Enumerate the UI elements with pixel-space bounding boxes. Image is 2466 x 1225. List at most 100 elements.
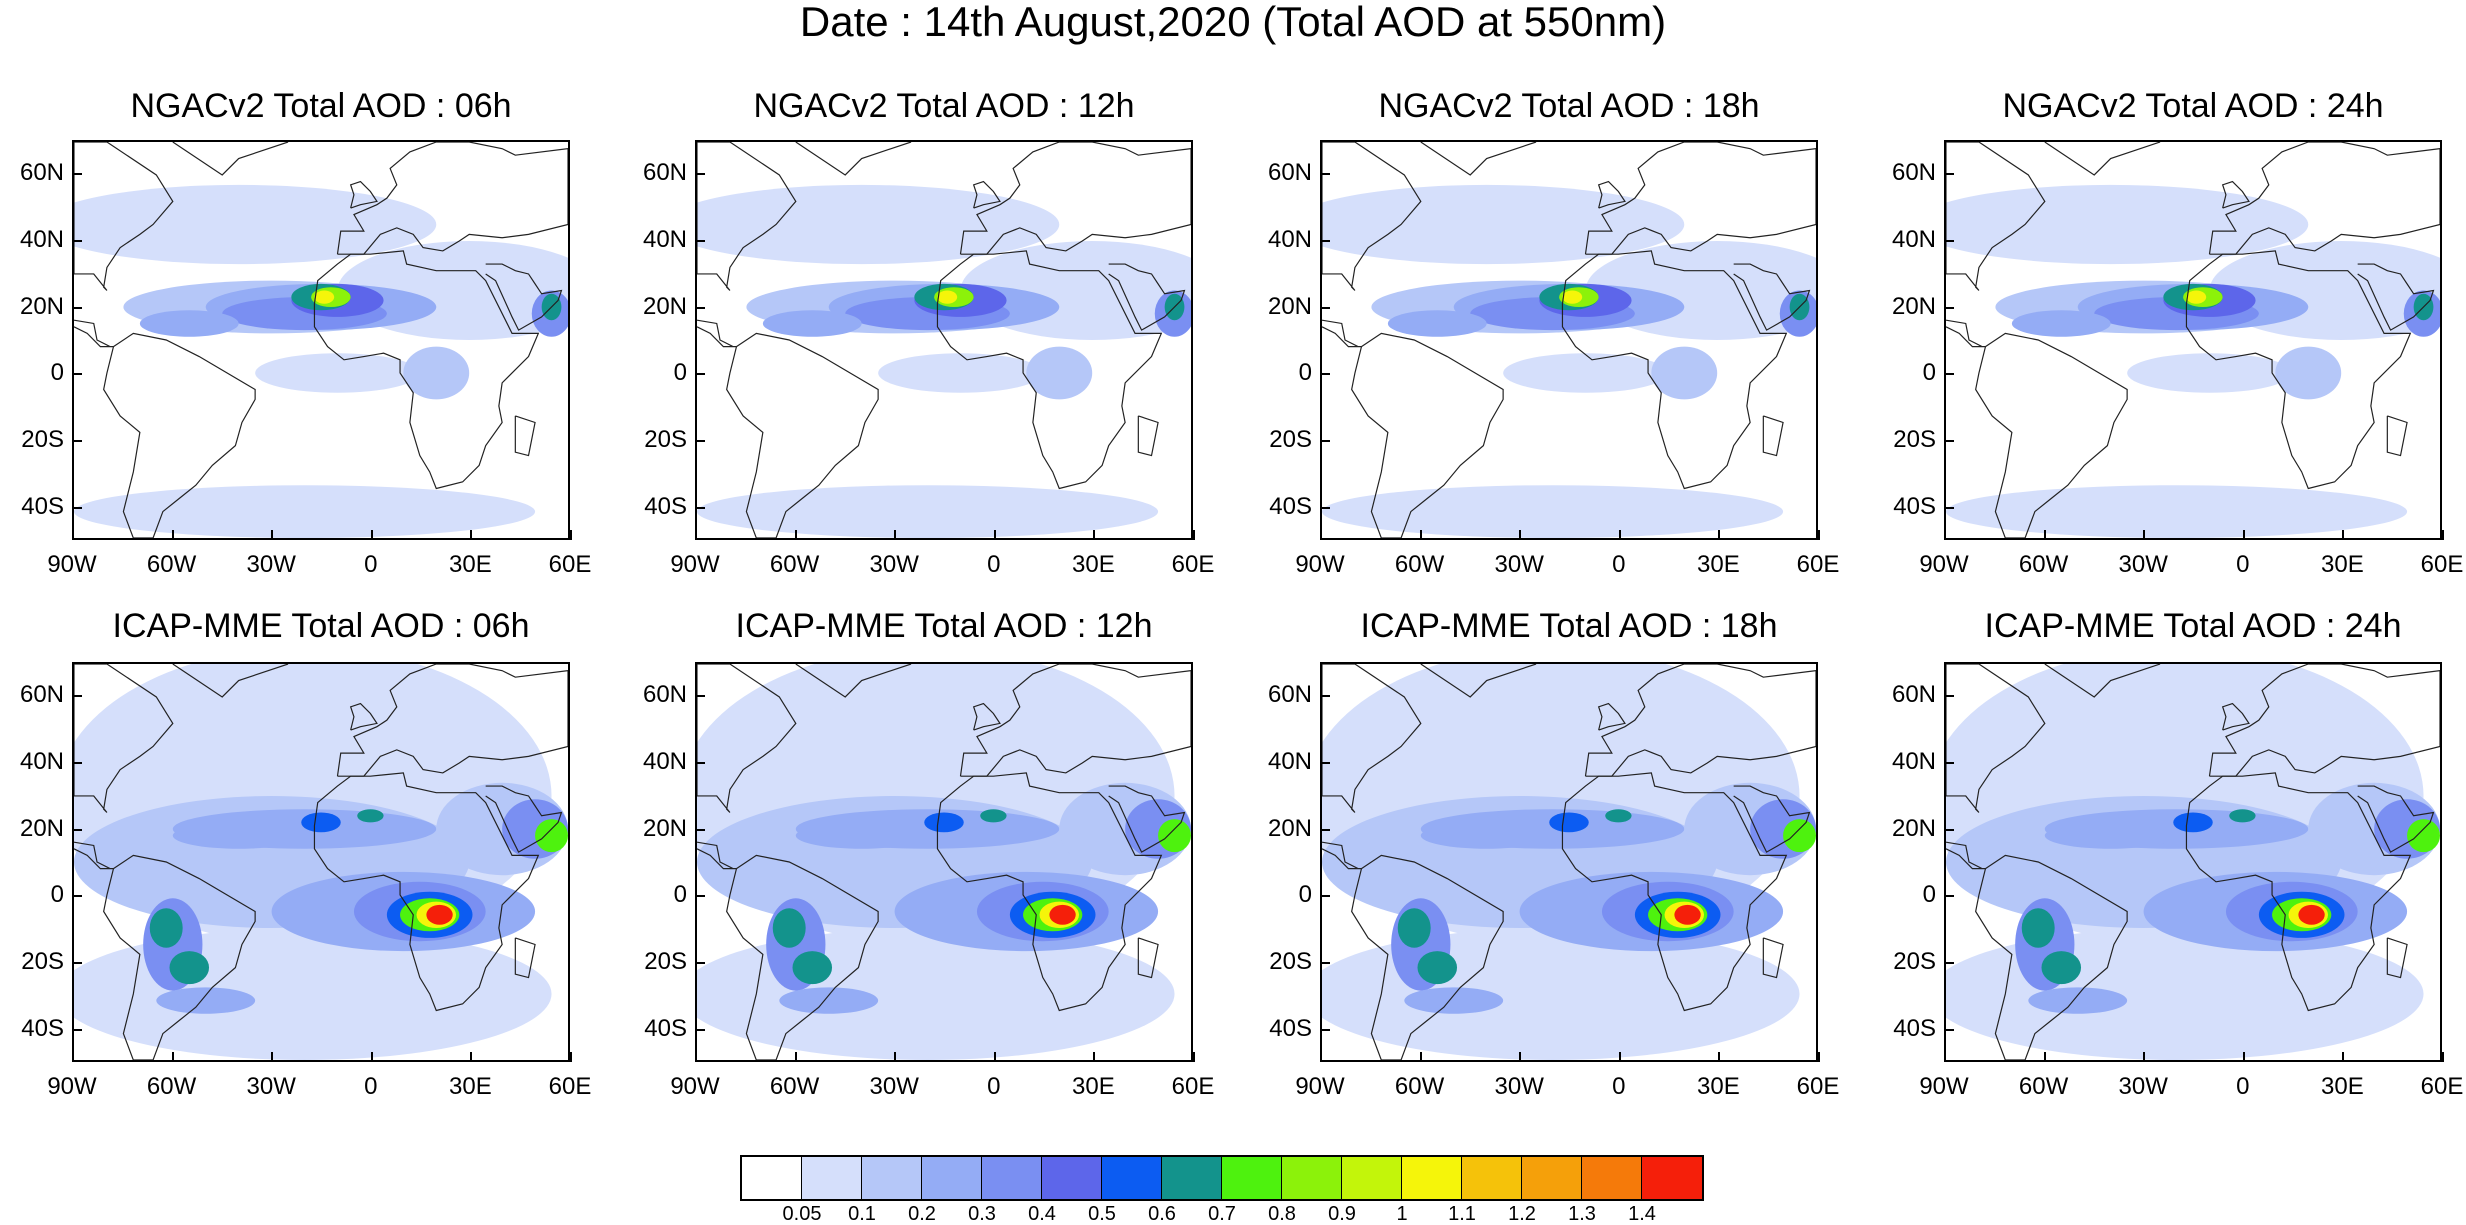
aod-contour <box>2021 908 2055 948</box>
coastline-samerica <box>1351 854 1504 1060</box>
aod-map-ngacv2-18h <box>1320 140 1818 540</box>
aod-contour <box>1387 310 1487 337</box>
coastline-africa <box>1561 772 1788 1012</box>
panel-title: NGACv2 Total AOD : 18h <box>1378 87 1760 125</box>
panel-title: ICAP-MME Total AOD : 06h <box>112 607 530 645</box>
lat-tick <box>1944 173 1954 176</box>
colorbar-label: 0.7 <box>1208 1203 1236 1225</box>
coastline-centram <box>1322 319 1362 348</box>
colorbar-label: 0.6 <box>1148 1203 1176 1225</box>
colorbar-swatch <box>862 1157 922 1199</box>
aod-field <box>1946 142 2440 538</box>
coastline-madag <box>1137 937 1159 979</box>
aod-field <box>74 664 568 1060</box>
lon-tick-label: 30W <box>2118 1073 2168 1100</box>
lat-tick-label: 20N <box>1891 292 1936 320</box>
lon-tick <box>1419 530 1422 540</box>
lat-tick-label: 40S <box>1269 492 1312 520</box>
aod-map-icap-mme-24h <box>1944 662 2442 1062</box>
aod-contour <box>139 310 239 337</box>
lat-tick-label: 60N <box>1891 159 1936 187</box>
coastline-centram <box>1946 841 1986 870</box>
coastline-madag <box>1762 415 1784 457</box>
colorbar-label: 0.4 <box>1028 1203 1056 1225</box>
aod-contour <box>172 822 305 849</box>
panel-title: ICAP-MME Total AOD : 12h <box>735 607 1153 645</box>
coastline-green <box>795 664 912 698</box>
lat-tick-label: 0 <box>1298 881 1312 909</box>
lon-tick-label: 90W <box>47 1073 97 1100</box>
lon-tick <box>695 530 697 540</box>
lat-tick-label: 40S <box>21 1014 64 1042</box>
aod-contour <box>762 310 862 337</box>
lon-tick-label: 30W <box>869 1073 919 1100</box>
aod-contour <box>1158 819 1191 853</box>
lon-tick-label: 30W <box>246 551 296 578</box>
lon-tick-label: 0 <box>364 551 378 578</box>
aod-contour <box>357 809 384 823</box>
panel-title: NGACv2 Total AOD : 06h <box>130 87 512 125</box>
aod-contour <box>426 904 453 925</box>
coastline-africa <box>2185 250 2412 490</box>
lon-tick-label: 60W <box>2018 551 2069 578</box>
lat-tick-label: 20N <box>1891 814 1936 842</box>
lon-tick <box>993 1052 996 1062</box>
colorbar-swatch <box>1282 1157 1342 1199</box>
lon-tick-label: 90W <box>1295 1073 1345 1100</box>
lat-tick <box>1944 762 1954 764</box>
lat-tick <box>1944 506 1954 509</box>
lat-tick-label: 40N <box>19 748 64 775</box>
lon-tick <box>2342 530 2345 540</box>
lon-tick-label: 90W <box>670 1073 720 1100</box>
lon-tick <box>894 530 897 540</box>
colorbar-swatch <box>1162 1157 1222 1199</box>
lon-tick-label: 60E <box>548 1073 592 1100</box>
coastline-centram <box>1322 841 1362 870</box>
lon-tick <box>1818 530 1820 540</box>
lat-tick <box>1320 695 1330 698</box>
lon-tick <box>2043 530 2046 540</box>
aod-contour <box>795 822 928 849</box>
lon-tick-label: 30E <box>1072 1073 1115 1100</box>
lat-tick-label: 40S <box>1893 1014 1936 1042</box>
lat-tick <box>695 240 705 242</box>
lon-tick-label: 30W <box>1494 1073 1544 1100</box>
colorbar-label: 1.1 <box>1448 1203 1476 1225</box>
lon-tick <box>2242 1052 2245 1062</box>
lon-tick-label: 90W <box>47 551 97 578</box>
lat-tick <box>1944 828 1954 831</box>
lat-tick <box>72 506 82 509</box>
lat-tick-label: 40S <box>1893 492 1936 520</box>
lon-tick-label: 60W <box>1394 1073 1445 1100</box>
aod-contour <box>169 951 210 985</box>
lon-tick <box>570 530 572 540</box>
lon-tick-label: 30E <box>1697 551 1740 578</box>
lat-tick-label: 40N <box>1267 226 1312 253</box>
lon-tick-label: 60E <box>1796 1073 1840 1100</box>
aod-contour <box>1417 951 1458 985</box>
coastline-samerica <box>103 854 256 1060</box>
lat-tick <box>72 762 82 764</box>
lat-tick <box>1320 173 1330 176</box>
lon-tick <box>2043 1052 2046 1062</box>
lon-tick <box>72 1052 74 1062</box>
lat-tick <box>695 895 705 898</box>
lon-tick <box>1093 530 1096 540</box>
aod-contour <box>2011 310 2111 337</box>
lat-tick-label: 40N <box>1891 748 1936 775</box>
colorbar-swatch <box>802 1157 862 1199</box>
lon-tick <box>1193 530 1195 540</box>
lon-tick-label: 30E <box>2321 551 2364 578</box>
coastline-uk <box>1597 180 1626 209</box>
lon-tick-label: 60W <box>769 551 820 578</box>
aod-contour <box>1322 485 1784 538</box>
lat-tick <box>72 373 82 376</box>
lat-tick <box>695 440 705 442</box>
aod-map-ngacv2-06h <box>72 140 570 540</box>
coastline-europe <box>336 142 568 255</box>
colorbar-swatch <box>1642 1157 1702 1199</box>
aod-contour <box>74 485 536 538</box>
aod-contour <box>2044 822 2177 849</box>
aod-contour <box>403 346 470 400</box>
lat-tick <box>695 1028 705 1031</box>
